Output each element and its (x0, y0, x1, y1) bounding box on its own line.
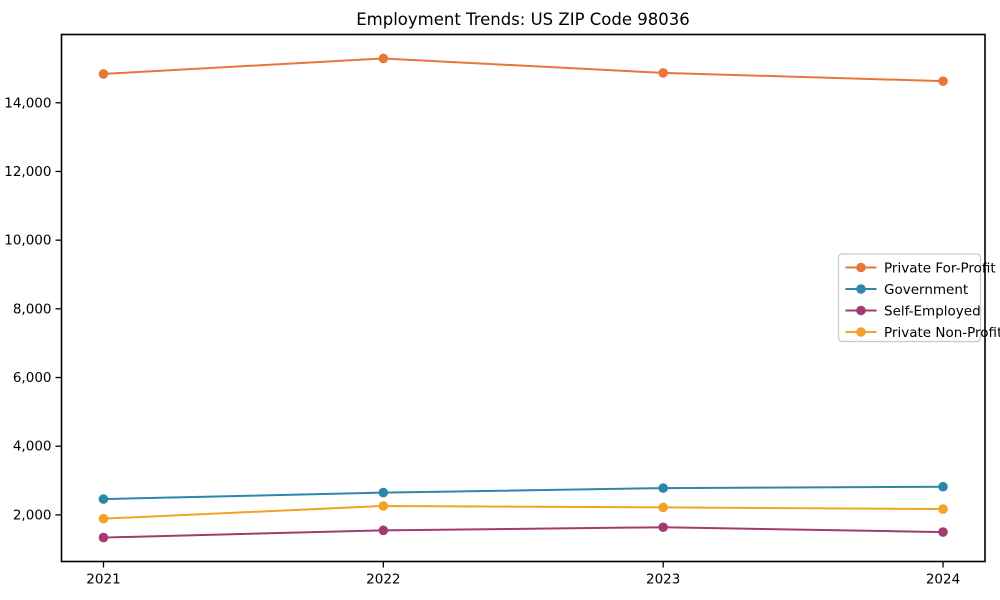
legend-entry-private-for-profit: Private For-Profit (845, 260, 996, 276)
legend-label: Government (884, 282, 968, 298)
y-tick-label: 4,000 (13, 439, 52, 455)
chart-title: Employment Trends: US ZIP Code 98036 (356, 10, 690, 29)
legend-entry-private-non-profit: Private Non-Profit (845, 325, 1000, 341)
legend-entry-government: Government (845, 282, 968, 298)
data-point-self-employed-2023 (658, 522, 668, 533)
data-point-private-for-profit-2021 (98, 69, 109, 79)
data-point-private-for-profit-2023 (658, 68, 668, 78)
legend-label: Private For-Profit (884, 260, 996, 276)
x-tick-label: 2023 (646, 572, 680, 588)
y-tick-label: 8,000 (13, 301, 52, 317)
series-line-government (103, 485, 944, 501)
data-point-private-for-profit-2024 (938, 76, 948, 86)
axes-border (60, 33, 986, 563)
data-point-private-non-profit-2023 (658, 502, 668, 513)
data-point-government-2021 (98, 494, 109, 504)
legend-marker-dot (856, 327, 866, 337)
y-tick-label: 14,000 (4, 95, 51, 111)
series-private-non-profit (98, 501, 948, 524)
legend-label: Private Non-Profit (884, 325, 1000, 341)
legend-box (837, 253, 982, 343)
y-tick-label: 2,000 (13, 507, 52, 523)
series-line-self-employed (103, 526, 944, 539)
series-private-for-profit (98, 53, 948, 86)
legend-marker-dot (856, 284, 866, 294)
legend-entry-self-employed: Self-Employed (845, 303, 981, 319)
data-point-government-2022 (378, 487, 389, 498)
series-government (98, 481, 948, 504)
plot-area: 2,000 4,000 6,000 8,000 10,000 12,000 14,000 20… (4, 33, 986, 588)
data-point-government-2024 (938, 481, 948, 492)
data-point-self-employed-2021 (98, 532, 109, 543)
data-point-private-non-profit-2024 (938, 504, 948, 514)
series-self-employed (98, 522, 948, 543)
data-point-self-employed-2022 (378, 525, 389, 536)
y-tick-label: 6,000 (13, 370, 52, 386)
x-tick-label: 2021 (86, 572, 120, 588)
legend: Private For-Profit Government Self-Employe… (837, 253, 1000, 343)
y-tick-label: 10,000 (4, 233, 51, 249)
legend-marker-dot (856, 305, 866, 316)
legend-label: Self-Employed (884, 303, 981, 319)
data-point-private-non-profit-2021 (98, 513, 109, 524)
legend-marker-dot (856, 262, 866, 273)
y-tick-label: 12,000 (4, 164, 51, 180)
x-tick-label: 2022 (366, 572, 400, 588)
series-line-private-non-profit (103, 504, 944, 520)
x-tick-label: 2024 (926, 572, 960, 588)
data-point-self-employed-2024 (938, 527, 948, 537)
data-point-government-2023 (658, 483, 668, 493)
data-point-private-for-profit-2022 (378, 53, 389, 64)
data-point-private-non-profit-2022 (378, 501, 389, 511)
series-line-private-for-profit (103, 57, 944, 83)
